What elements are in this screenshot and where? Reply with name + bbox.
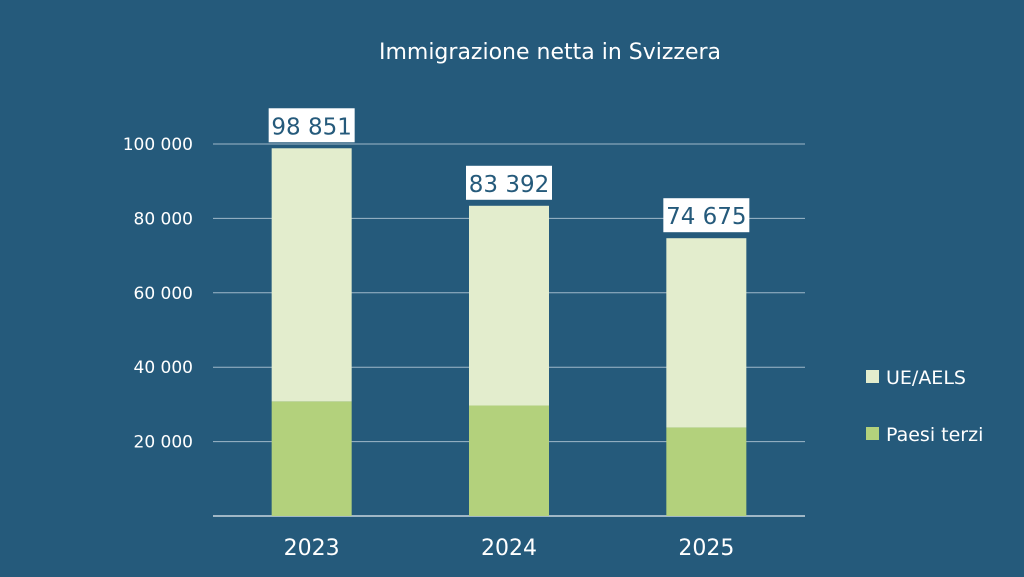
bar-paesi-terzi-2023 xyxy=(271,401,352,516)
legend-label: Paesi terzi xyxy=(886,424,983,446)
y-tick-label: 80 000 xyxy=(134,209,193,229)
chart-title: Immigrazione netta in Svizzera xyxy=(379,40,721,65)
data-label-box xyxy=(466,165,552,200)
data-label-total: 98 851 xyxy=(271,114,351,140)
y-tick-label: 60 000 xyxy=(134,284,193,304)
data-label-box xyxy=(268,108,355,143)
data-label-total: 83 392 xyxy=(469,172,549,198)
y-axis-ticks: 20 000 40 000 60 000 80 000 100 000 xyxy=(123,135,193,453)
bars xyxy=(271,148,747,516)
x-tick-label: 2023 xyxy=(284,536,340,561)
legend: UE/AELS Paesi terzi xyxy=(866,367,983,446)
bar-paesi-terzi-2025 xyxy=(666,427,747,516)
y-tick-label: 40 000 xyxy=(134,358,193,378)
x-axis-ticks: 2023 2024 2025 xyxy=(284,536,735,561)
bar-paesi-terzi-2024 xyxy=(469,405,549,516)
y-tick-label: 20 000 xyxy=(134,433,193,453)
data-label-box xyxy=(663,198,750,233)
legend-label: UE/AELS xyxy=(886,367,966,389)
x-tick-label: 2025 xyxy=(678,536,734,561)
legend-swatch xyxy=(866,427,879,440)
legend-swatch xyxy=(866,370,879,383)
bar-ue-aels-2024 xyxy=(469,205,549,406)
x-tick-label: 2024 xyxy=(481,536,537,561)
data-labels: 98 851 83 392 74 675 xyxy=(268,108,750,233)
bar-ue-aels-2023 xyxy=(271,148,352,402)
bar-ue-aels-2025 xyxy=(666,238,747,428)
y-tick-label: 100 000 xyxy=(123,135,193,155)
data-label-total: 74 675 xyxy=(666,204,746,230)
